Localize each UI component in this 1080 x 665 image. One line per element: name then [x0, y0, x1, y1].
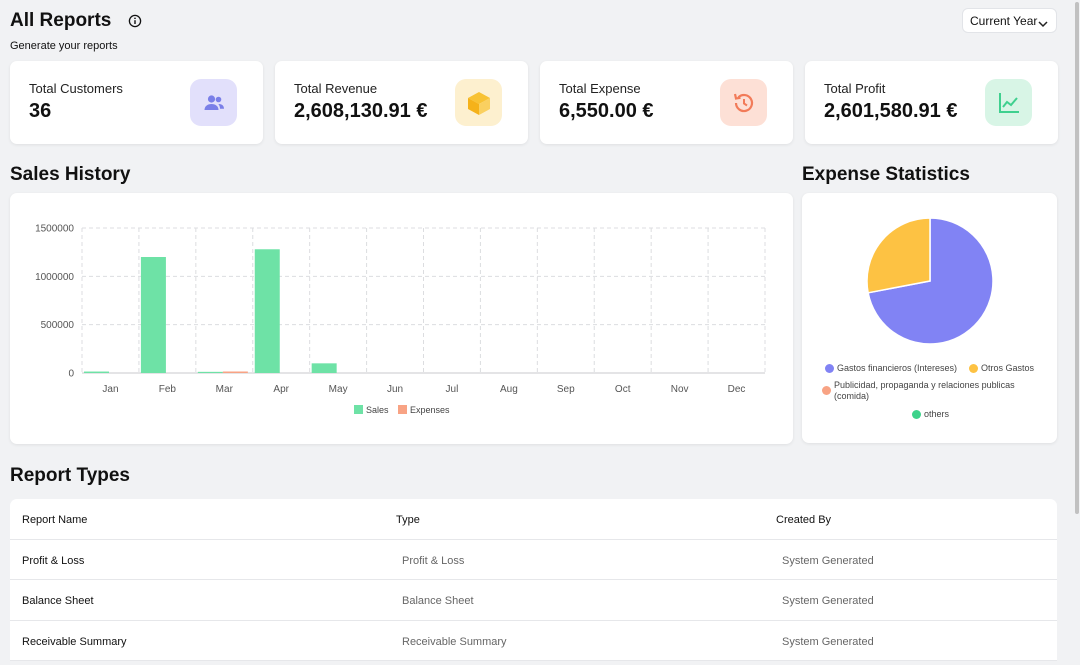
y-tick-label: 0: [68, 369, 74, 380]
line-chart-icon: [985, 79, 1032, 126]
x-tick-label: May: [329, 384, 348, 395]
table-row[interactable]: Receivable Summary Receivable Summary Sy…: [10, 621, 1057, 661]
info-icon[interactable]: [128, 14, 142, 28]
x-tick-label: Apr: [273, 384, 289, 395]
column-header: Created By: [776, 514, 832, 526]
sales-bar: [254, 249, 280, 373]
report-type-cell: Balance Sheet: [402, 595, 474, 607]
stat-value: 6,550.00 €: [559, 100, 654, 122]
created-by-cell: System Generated: [782, 554, 874, 567]
report-type-cell: Profit & Loss: [402, 554, 465, 567]
users-icon: [190, 79, 237, 126]
column-header: Report Name: [22, 514, 88, 526]
report-types-title: Report Types: [10, 465, 131, 486]
stat-card-revenue: Total Revenue 2,608,130.91 €: [275, 61, 528, 144]
column-header: Type: [396, 514, 420, 526]
sales-bar: [140, 257, 166, 373]
x-tick-label: Nov: [671, 384, 689, 395]
expense-statistics-panel: Gastos financieros (Intereses) Otros Gas…: [802, 193, 1057, 443]
expense-bar: [222, 371, 248, 373]
report-name-cell: Receivable Summary: [22, 635, 127, 648]
stat-card-expense: Total Expense 6,550.00 €: [540, 61, 793, 144]
legend-swatch: [825, 363, 834, 373]
created-by-cell: System Generated: [782, 595, 874, 607]
sales-bar: [84, 371, 109, 373]
stat-card-profit: Total Profit 2,601,580.91 €: [805, 61, 1058, 144]
x-tick-label: Jul: [446, 384, 459, 395]
x-tick-label: Jun: [387, 384, 403, 395]
sales-bar: [197, 371, 223, 373]
legend-swatch: [912, 409, 921, 419]
stat-value: 2,608,130.91 €: [294, 100, 428, 122]
y-tick-label: 1000000: [35, 272, 74, 283]
created-by-cell: System Generated: [782, 635, 874, 648]
legend-label: Publicidad, propaganda y relaciones publ…: [834, 380, 1015, 401]
table-row[interactable]: Balance Sheet Balance Sheet System Gener…: [10, 580, 1057, 621]
sales-bar: [311, 363, 337, 373]
stat-card-customers: Total Customers 36: [10, 61, 263, 144]
scrollbar-thumb[interactable]: [1075, 2, 1079, 514]
report-types-table: Report Name Type Created By Profit & Los…: [10, 499, 1057, 661]
x-tick-label: Mar: [216, 384, 234, 395]
legend-swatch: [969, 363, 978, 373]
report-name-cell: Profit & Loss: [22, 554, 85, 567]
x-tick-label: Jan: [102, 384, 118, 395]
period-select-value: Current Year: [970, 14, 1038, 28]
chevron-down-icon: [1038, 17, 1048, 31]
pie-legend-item[interactable]: others: [912, 409, 949, 419]
legend-swatch-sales: [354, 405, 363, 414]
x-tick-label: Feb: [159, 384, 177, 395]
expense-pie-chart: [866, 217, 994, 345]
period-select[interactable]: Current Year: [962, 8, 1057, 33]
legend-label-expenses: Expenses: [410, 405, 450, 415]
history-icon: [720, 79, 767, 126]
stat-value: 36: [29, 100, 52, 122]
stat-label: Total Profit: [824, 81, 886, 96]
stat-value: 2,601,580.91 €: [824, 100, 958, 122]
sales-history-panel: 1500000 1000000 500000 0 Jan Feb Mar Apr May Jun J…: [10, 193, 793, 444]
pie-legend-item[interactable]: Otros Gastos: [969, 363, 1034, 373]
stat-label: Total Customers: [29, 81, 123, 96]
legend-label: Otros Gastos: [981, 363, 1035, 373]
page-title: All Reports: [10, 10, 112, 31]
page-subtitle: Generate your reports: [10, 40, 118, 52]
stat-label: Total Revenue: [294, 81, 378, 96]
legend-label-sales: Sales: [366, 405, 389, 415]
legend-label: Gastos financieros (Intereses): [837, 363, 958, 373]
expense-statistics-title: Expense Statistics: [802, 164, 970, 185]
sales-bar-chart: 1500000 1000000 500000 0 Jan Feb Mar Apr May Jun J…: [35, 224, 766, 415]
legend-swatch-expenses: [398, 405, 407, 414]
x-tick-label: Dec: [728, 384, 746, 395]
x-tick-label: Aug: [500, 384, 518, 395]
y-tick-label: 1500000: [35, 224, 74, 235]
pie-slice: [866, 217, 931, 294]
page-header: All Reports Generate your reports: [10, 10, 142, 52]
x-tick-label: Oct: [615, 384, 631, 395]
stat-label: Total Expense: [559, 81, 641, 96]
pie-legend-item[interactable]: Gastos financieros (Intereses): [825, 363, 957, 373]
x-tick-label: Sep: [557, 384, 575, 395]
legend-label: others: [924, 409, 950, 419]
report-name-cell: Balance Sheet: [22, 595, 94, 607]
table-header-row: Report Name Type Created By: [10, 499, 1057, 540]
box-icon: [455, 79, 502, 126]
report-type-cell: Receivable Summary: [402, 635, 507, 648]
legend-swatch: [822, 386, 831, 395]
sales-history-title: Sales History: [10, 164, 131, 185]
table-row[interactable]: Profit & Loss Profit & Loss System Gener…: [10, 540, 1057, 580]
y-tick-label: 500000: [41, 320, 75, 331]
pie-legend-item[interactable]: Publicidad, propaganda y relaciones publ…: [822, 380, 1037, 402]
